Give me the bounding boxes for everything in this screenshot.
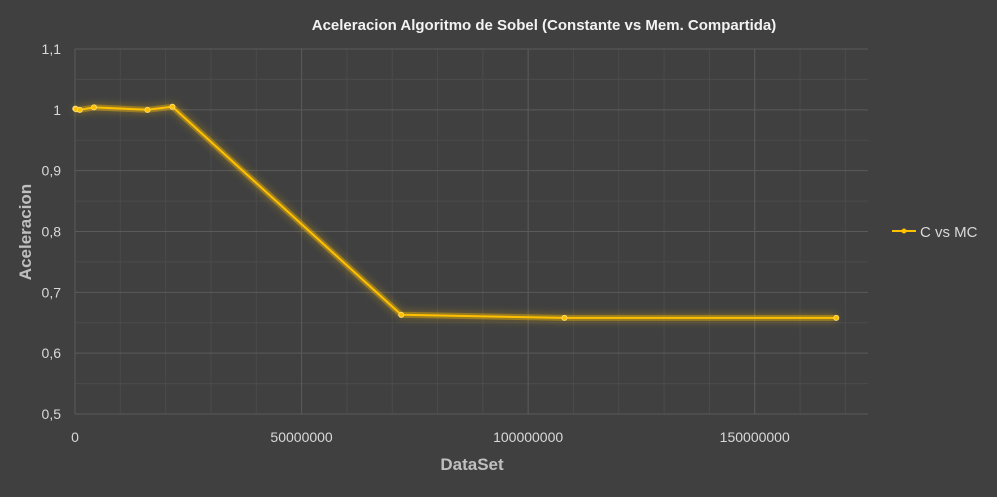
series-glow xyxy=(73,103,837,321)
x-axis-label: DataSet xyxy=(440,455,504,474)
data-point xyxy=(76,106,83,113)
x-tick-label: 100000000 xyxy=(493,429,563,445)
chart-title: Aceleracion Algoritmo de Sobel (Constant… xyxy=(312,17,777,34)
x-tick-label: 150000000 xyxy=(720,429,790,445)
y-tick-label: 1,1 xyxy=(42,41,62,57)
y-tick-label: 0,6 xyxy=(42,345,62,361)
legend-marker-icon xyxy=(901,228,907,234)
legend: C vs MC xyxy=(892,224,978,241)
legend-label: C vs MC xyxy=(920,224,978,241)
tick-labels: 0,5 0,6 0,7 0,8 0,9 1 1,1 0 50000000 100000000 150… xyxy=(42,41,790,445)
y-tick-label: 0,9 xyxy=(42,163,62,179)
y-tick-label: 0,7 xyxy=(42,284,62,300)
y-tick-label: 0,5 xyxy=(42,406,62,422)
y-tick-label: 1 xyxy=(53,102,61,118)
series-line xyxy=(74,105,837,319)
data-point xyxy=(144,106,151,113)
data-point xyxy=(833,314,840,321)
y-axis-label: Aceleracion xyxy=(16,184,35,280)
data-point xyxy=(169,103,176,110)
x-tick-label: 0 xyxy=(71,429,79,445)
x-tick-label: 50000000 xyxy=(270,429,333,445)
y-tick-label: 0,8 xyxy=(42,224,62,240)
data-point xyxy=(561,314,568,321)
series-layer xyxy=(72,103,840,321)
grid xyxy=(74,48,868,415)
data-point xyxy=(91,104,98,111)
data-point xyxy=(398,311,405,318)
